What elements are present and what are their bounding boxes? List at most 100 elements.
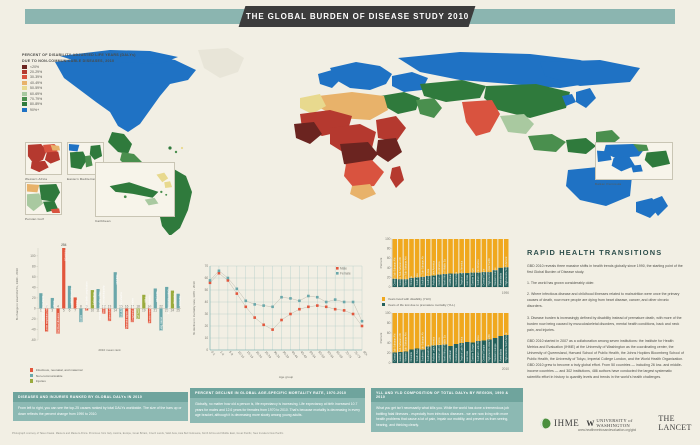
chart-bar-label: Tuberculosis [108, 306, 111, 321]
chart-bar-yld [414, 313, 420, 349]
inset-caption-persian-gulf: Persian Gulf [25, 217, 44, 221]
svg-text:80: 80 [32, 265, 36, 269]
chart-bar-label: Oceania [410, 276, 413, 286]
footer-url[interactable]: www.healthmetricsandevaluation.org/gbd [578, 428, 637, 432]
chart-bar-label: Central Asia [455, 347, 458, 361]
chart-bar-yll [420, 349, 425, 363]
chart-bar-yll [503, 267, 509, 287]
chart-bar-yll [442, 344, 448, 363]
chart-bar-yll [487, 272, 492, 287]
chart-bar-yld [492, 239, 498, 271]
svg-text:20: 20 [148, 304, 152, 308]
chart-bar-yld [431, 239, 437, 276]
caption-yll-yld-body: What you get isn't necessarily what kill… [376, 406, 509, 427]
chart-bar-label: Eastern Sub-Saharan Afri [399, 257, 402, 286]
chart-x-tick-label: 30-34 [273, 350, 281, 359]
chart-bar-label: Preterm birth complication [86, 281, 89, 311]
chart-bar-label: Protein-energy malnutritio [148, 294, 151, 323]
chart-bar-label: Diarrheal diseases [57, 312, 60, 333]
lancet-logo-text: THE LANCET [658, 414, 692, 432]
chart-bar-yld [503, 313, 509, 335]
chart-bar-yll [503, 335, 509, 363]
chart-mortality-decline-svg: 0 10 20 30 40 50 60 70 0-1 1-4 5-9 10-14 15-19 20-24 2… [192, 264, 369, 379]
svg-text:10: 10 [91, 309, 95, 313]
chart-data-point [289, 312, 292, 316]
caption-mortality-decline-title: PERCENT DECLINE IN GLOBAL AGE-SPECIFIC M… [190, 388, 365, 399]
chart-data-point [244, 299, 248, 303]
map-legend-label: 60-69% [30, 91, 43, 96]
chart-bar-label: North Africa / Middle Ea [444, 259, 447, 286]
map-legend-swatch [22, 75, 27, 80]
map-legend-label: 30-39% [30, 75, 43, 80]
map-title-line1: PERCENT OF DISABILITY-ADJUSTED LIFE YEAR… [22, 53, 136, 57]
uw-logo-text: UNIVERSITY of WASHINGTON [596, 418, 633, 428]
chart-data-point [280, 295, 283, 299]
chart-bar-yll [431, 345, 437, 363]
inset-caption-balkan-peninsula: Balkan Peninsula [595, 182, 622, 186]
chart-bar-yll [403, 279, 409, 287]
chart-bar [44, 308, 49, 332]
chart-bar-label: Major depressive disorder [98, 292, 101, 321]
chart-bar [142, 294, 146, 309]
chart-legend-swatch [30, 379, 34, 383]
svg-text:0: 0 [389, 361, 391, 365]
svg-text:21: 21 [153, 309, 157, 313]
chart-bar-label: Low back pain [69, 288, 72, 305]
svg-text:1: 1 [40, 309, 42, 313]
chart-bar-label: High-income North Americ [505, 332, 508, 362]
chart-bar-yld [392, 239, 398, 279]
chart-bar-yll [437, 345, 442, 363]
chart-bar-yll [464, 342, 470, 363]
chart-bar-yll [470, 342, 476, 363]
svg-text:20: 20 [387, 275, 391, 279]
svg-text:16: 16 [125, 304, 129, 308]
chart-bar-label: Central Latin America [438, 337, 441, 362]
chart-legend-swatch [30, 373, 34, 378]
chart-bar-yll [498, 336, 503, 363]
chart-bar-yld [498, 239, 503, 268]
ihme-mark-icon [540, 418, 551, 428]
chart-yll-yld-1990: 0 20 40 60 80 100 Central Sub-Saharan Afri East… [378, 236, 513, 296]
svg-text:11: 11 [96, 309, 100, 313]
svg-text:40: 40 [387, 266, 391, 270]
svg-text:19: 19 [142, 309, 146, 313]
chart-panel-year-label: 2010 [502, 367, 509, 371]
chart-bar [62, 248, 66, 309]
caption-mortality-decline-body: Globally, no matter how old a person is,… [195, 402, 360, 418]
chart-data-point [315, 304, 319, 307]
chart-bar [176, 293, 180, 309]
chart-bar-label: Western Sub-Saharan Afri [405, 332, 408, 361]
chart-bar-yll [442, 274, 448, 287]
chart-bar-yld [420, 313, 425, 350]
chart-bar [67, 285, 72, 309]
chart-bar-yld [425, 313, 431, 347]
chart-bar-label: South Asia [416, 349, 419, 362]
chart-bar-yll [448, 273, 453, 287]
chart-data-point [253, 303, 257, 306]
svg-text:2: 2 [46, 304, 48, 308]
chart-data-point [208, 281, 212, 285]
chart-legend-label: Male [340, 267, 347, 271]
chart-bar-label: Iron-deficiency anemia [120, 292, 123, 318]
chart-data-point [315, 295, 319, 299]
chart-bar-label: High-income North Americ [505, 256, 508, 286]
chart-bar-label: High-income Asia Pacific [488, 333, 491, 361]
chart-x-tick-label: 60-64 [326, 350, 334, 359]
chart-bar-label: East Asia [466, 274, 469, 285]
map-legend-label: 50-59% [30, 86, 43, 91]
chart-data-point [342, 300, 346, 304]
chart-bar-yld [398, 239, 403, 280]
chart-bar-label: Central Sub-Saharan Afri [393, 333, 396, 361]
chart-data-point [351, 312, 355, 316]
chart-bar-yld [437, 313, 442, 345]
chart-bar-yll [459, 343, 464, 363]
rht-paragraph-3: 3. Disease burden is increasingly define… [527, 315, 682, 332]
chart-bar-yll [448, 346, 453, 363]
svg-text:0: 0 [34, 307, 36, 311]
svg-text:0: 0 [206, 348, 208, 352]
rht-paragraph-1: 1. The world has grown considerably olde… [527, 281, 595, 286]
chart-bar-label: Andean Latin America [432, 260, 435, 285]
chart-bar-yll [476, 341, 481, 363]
chart-line [209, 270, 363, 322]
